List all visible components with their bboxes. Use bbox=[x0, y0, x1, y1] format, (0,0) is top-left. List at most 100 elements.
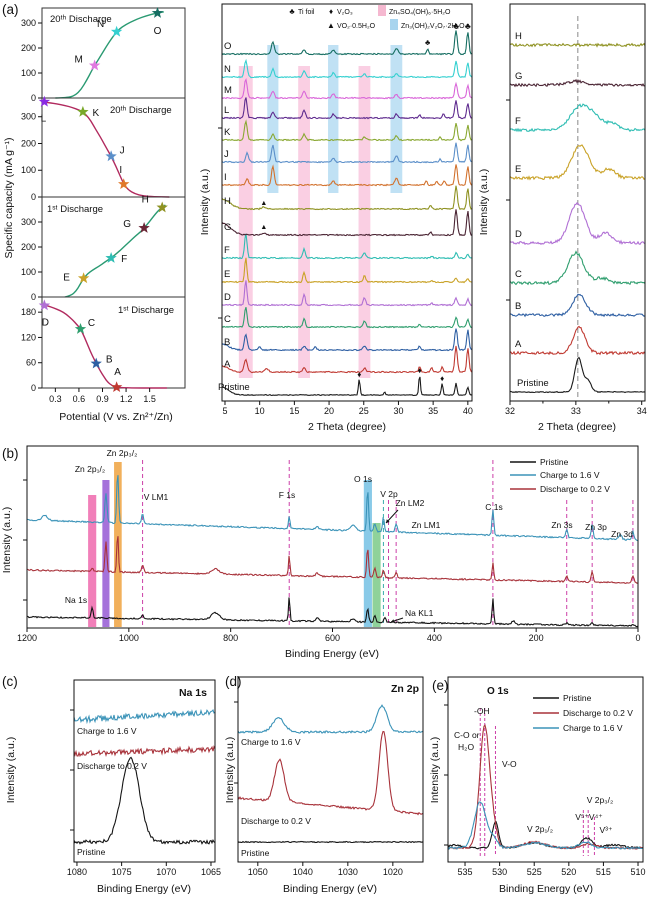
x-axis-title: 2 Theta (degree) bbox=[308, 421, 386, 433]
annotation-label: Zn 2p₁/₂ bbox=[75, 464, 105, 474]
phase-marker-icon: ♦ bbox=[418, 366, 422, 375]
x-tick-label: 1070 bbox=[156, 867, 176, 877]
trace-label: F bbox=[224, 245, 230, 256]
annotation-label: H₂O bbox=[458, 742, 474, 752]
plot-border bbox=[447, 676, 644, 863]
annotation-label: Zn LM1 bbox=[412, 520, 441, 530]
trace-N bbox=[221, 58, 473, 79]
trace-spectrum bbox=[447, 724, 644, 850]
x-tick-label: 525 bbox=[527, 867, 542, 877]
subplot-title: 20ᵗʰ Discharge bbox=[110, 105, 172, 116]
annotation-label: Na 1s bbox=[65, 595, 87, 605]
y-tick-label: 100 bbox=[21, 68, 36, 78]
annotation-arrowhead bbox=[391, 619, 395, 623]
annotation-label: Pristine bbox=[77, 847, 106, 857]
phase-marker-icon: ♦ bbox=[357, 370, 361, 379]
trace-G bbox=[221, 209, 473, 237]
trace-Pristine bbox=[509, 356, 646, 394]
trace-label: J bbox=[224, 149, 229, 160]
trace-spectrum bbox=[237, 840, 424, 844]
y-tick-label: 0 bbox=[31, 383, 36, 393]
data-point-star-B bbox=[90, 357, 102, 369]
trace-spectrum bbox=[26, 536, 639, 584]
na1s-xps-plot: 1080 1075 1070 1065 Binding Energy (eV) Inten… bbox=[5, 679, 221, 895]
subplot-border bbox=[41, 296, 186, 389]
panel-label-a: (a) bbox=[2, 2, 19, 17]
phase-marker-icon: ♣ bbox=[453, 21, 459, 31]
trace-F bbox=[509, 103, 646, 133]
y-tick-label: 120 bbox=[21, 332, 36, 342]
spectra-traces bbox=[509, 42, 646, 394]
trace-spectrum bbox=[237, 704, 424, 734]
x-tick-label: 400 bbox=[427, 633, 442, 643]
annotation-label: V LM1 bbox=[144, 492, 169, 502]
annotation-label: Zn 2p bbox=[391, 683, 419, 695]
data-point-star-M bbox=[88, 59, 101, 71]
point-label-O: O bbox=[154, 26, 162, 37]
point-label-G: G bbox=[123, 219, 131, 230]
highlight-band bbox=[238, 66, 253, 378]
x-tick-label: 1065 bbox=[201, 867, 221, 877]
legend-label: Zn₄SO₄(OH)₆·5H₂O bbox=[389, 9, 451, 16]
phase-marker-icon: ♣ bbox=[465, 21, 471, 31]
x-tick-label: 510 bbox=[631, 867, 646, 877]
spectra-traces bbox=[26, 475, 639, 628]
trace-label: M bbox=[224, 85, 232, 96]
annotation-label: Discharge to 0.2 V bbox=[241, 816, 311, 826]
trace-B bbox=[509, 293, 646, 318]
legend-label: VO₂·0.5H₂O bbox=[337, 23, 376, 30]
y-tick-label: 100 bbox=[21, 165, 36, 175]
x-tick-label: 20 bbox=[324, 406, 334, 416]
x-tick-label: 535 bbox=[458, 867, 473, 877]
annotation-label: Na KL1 bbox=[405, 608, 434, 618]
annotation-label: Zn 2p₃/₂ bbox=[107, 448, 138, 458]
trace-G bbox=[509, 78, 646, 88]
trace-D bbox=[221, 280, 473, 307]
trace-C bbox=[509, 250, 646, 286]
spectra-traces bbox=[237, 704, 424, 844]
capacity-curve-1 bbox=[41, 101, 170, 198]
trace-spectrum bbox=[447, 801, 644, 850]
trace-label: D bbox=[224, 292, 231, 303]
x-tick-label: 25 bbox=[359, 406, 369, 416]
phase-marker-icon: ▲ bbox=[260, 200, 267, 207]
x-tick-label: 34 bbox=[637, 406, 647, 416]
x-axis-title: Binding Energy (eV) bbox=[97, 883, 191, 895]
annotation-label: Na 1s bbox=[179, 687, 207, 699]
y-tick-label: 100 bbox=[21, 267, 36, 277]
y-tick-label: 300 bbox=[21, 112, 36, 122]
zn2p-xps-plot: 1050 1040 1030 1020 Binding Energy (eV) Inten… bbox=[224, 676, 424, 895]
y-tick-label: 0 bbox=[31, 192, 36, 202]
trace-I bbox=[221, 164, 473, 187]
x-tick-label: 0.6 bbox=[73, 394, 86, 404]
legend-marker-icon: ▲ bbox=[327, 21, 335, 30]
panel-label-b: (b) bbox=[2, 446, 19, 461]
trace-H bbox=[509, 42, 646, 48]
x-tick-label: 0 bbox=[635, 633, 640, 643]
x-tick-label: 30 bbox=[393, 406, 403, 416]
annotation-label: C 1s bbox=[485, 502, 502, 512]
trace-A bbox=[509, 325, 646, 356]
panel-label-d: (d) bbox=[225, 674, 242, 689]
data-point-star-F bbox=[105, 252, 117, 263]
x-tick-label: 1050 bbox=[248, 867, 268, 877]
panel-label-e: (e) bbox=[432, 678, 449, 693]
panel-xrd-zoom: Pristine A B C D E F G H 32 33 34 2 Theta (degree) In… bbox=[475, 0, 650, 440]
capacity-curve-3 bbox=[41, 303, 167, 389]
y-tick-label: 200 bbox=[21, 43, 36, 53]
x-axis-title: Binding Energy (eV) bbox=[283, 883, 377, 895]
data-point-star-I bbox=[118, 178, 130, 189]
trace-label: G bbox=[224, 222, 231, 233]
panel-d: (d) 1050 1040 1030 1020 Binding Energy (eV) I… bbox=[224, 670, 435, 897]
subplot-title: 1ˢᵗ Discharge bbox=[118, 305, 174, 316]
y-tick-label: 300 bbox=[21, 18, 36, 28]
annotation-label: -OH bbox=[474, 706, 490, 716]
trace-label: E bbox=[224, 269, 230, 280]
x-tick-label: 520 bbox=[561, 867, 576, 877]
x-tick-label: 0.3 bbox=[49, 394, 62, 404]
trace-spectrum bbox=[73, 756, 216, 845]
annotation-label: V³⁺ bbox=[600, 825, 614, 835]
spectra-traces bbox=[221, 30, 473, 397]
annotation-label: Zn 3d bbox=[611, 529, 633, 539]
